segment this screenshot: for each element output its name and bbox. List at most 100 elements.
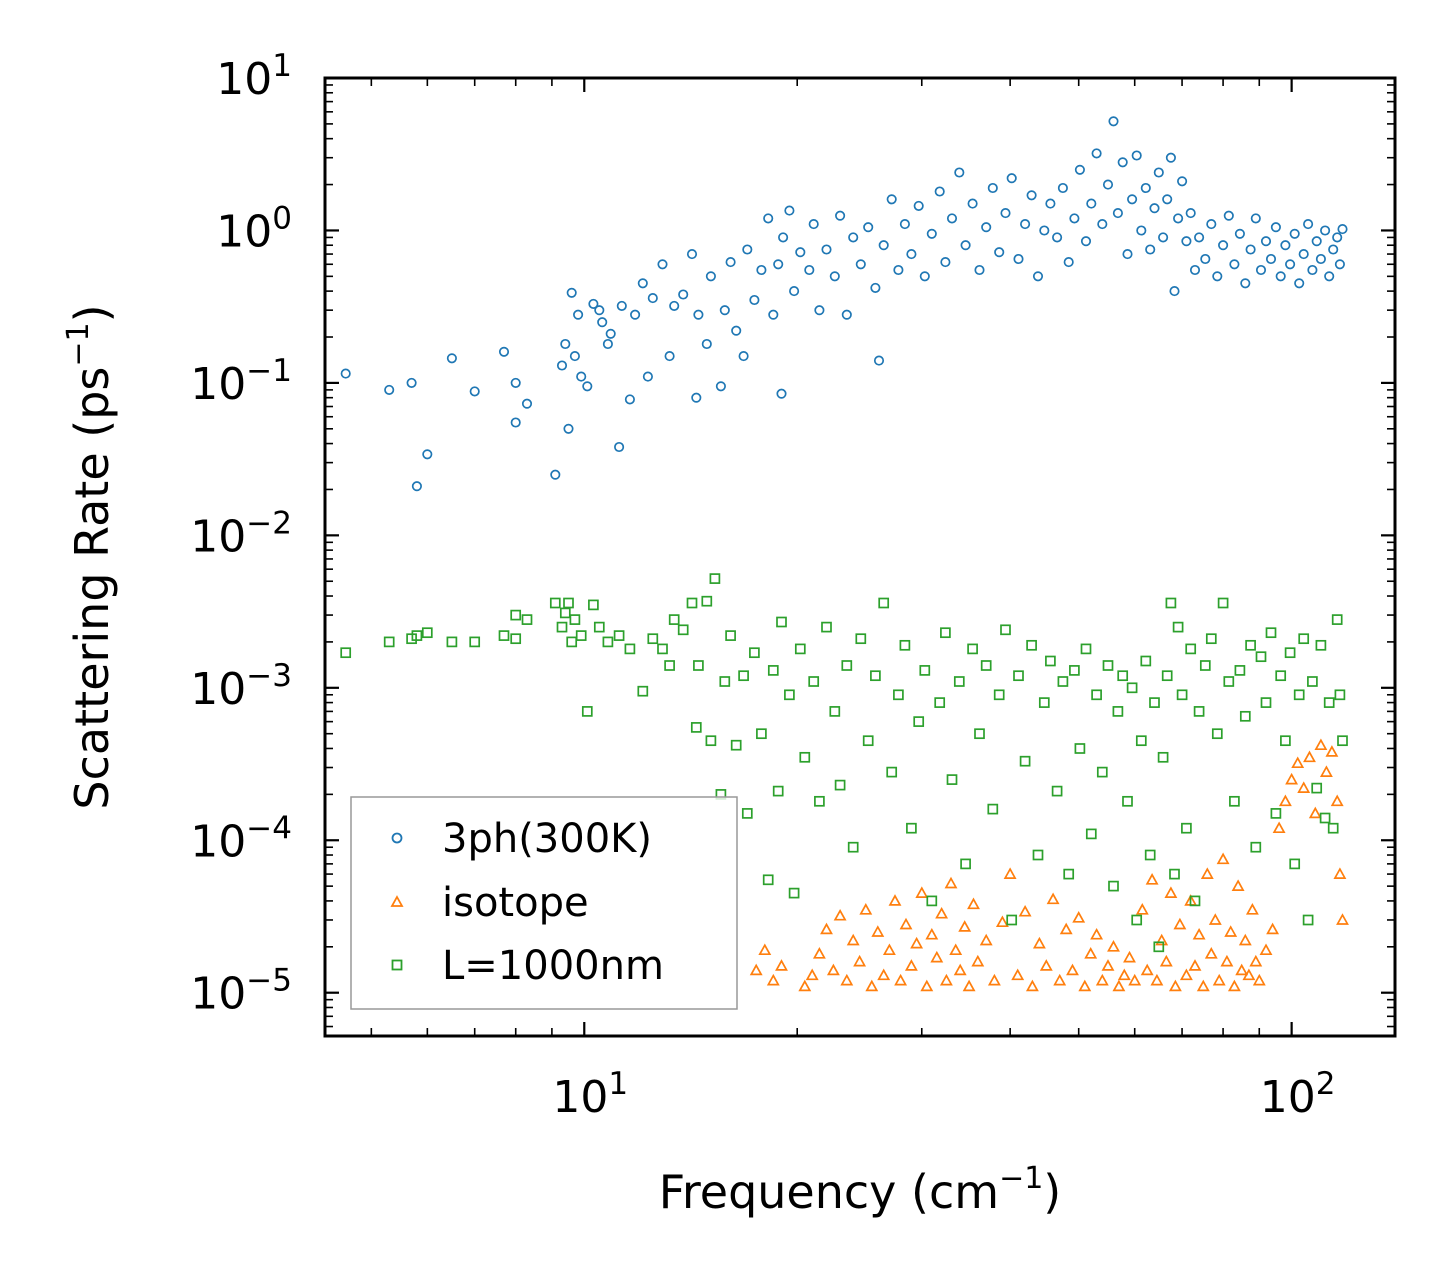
data-point bbox=[1319, 812, 1331, 824]
data-point bbox=[1206, 219, 1217, 230]
data-point bbox=[719, 305, 730, 316]
data-point bbox=[862, 735, 874, 747]
data-point bbox=[840, 973, 854, 986]
data-point bbox=[808, 219, 819, 230]
legend-marker-isotope bbox=[390, 895, 404, 907]
data-point bbox=[993, 689, 1005, 701]
data-point bbox=[1069, 213, 1080, 224]
data-point bbox=[1078, 979, 1092, 992]
data-point bbox=[1095, 973, 1109, 986]
data-point bbox=[705, 271, 716, 282]
data-point bbox=[1045, 655, 1056, 667]
data-point bbox=[1161, 670, 1173, 682]
data-point bbox=[829, 271, 840, 282]
data-point bbox=[1013, 253, 1024, 265]
data-point bbox=[624, 394, 635, 405]
data-point bbox=[1000, 624, 1011, 636]
data-point bbox=[899, 639, 911, 651]
data-point bbox=[1112, 706, 1124, 717]
data-point bbox=[664, 351, 675, 362]
data-point bbox=[834, 779, 846, 791]
data-point bbox=[925, 927, 939, 940]
legend: 3ph(300K) isotope L=1000nm bbox=[350, 796, 738, 1010]
data-point bbox=[1080, 643, 1092, 655]
data-point bbox=[1302, 914, 1314, 926]
data-point bbox=[1169, 868, 1180, 880]
data-point bbox=[1026, 190, 1037, 201]
data-point bbox=[1025, 979, 1039, 992]
data-point bbox=[1074, 743, 1086, 754]
data-point bbox=[642, 371, 653, 382]
data-point bbox=[725, 257, 736, 268]
data-point bbox=[893, 264, 904, 276]
data-point bbox=[865, 979, 879, 992]
data-point bbox=[855, 259, 866, 270]
data-point bbox=[1173, 917, 1187, 930]
data-point bbox=[1212, 973, 1226, 986]
data-point bbox=[1307, 676, 1318, 687]
data-point bbox=[1250, 213, 1261, 224]
data-point bbox=[1303, 750, 1316, 763]
data-point bbox=[1038, 697, 1050, 708]
data-point bbox=[576, 371, 587, 382]
data-point bbox=[1327, 822, 1339, 834]
data-point bbox=[719, 676, 731, 687]
x-axis-label: Frequency (cm−1) bbox=[659, 1161, 1062, 1219]
data-point bbox=[953, 676, 965, 687]
data-point bbox=[1149, 697, 1160, 708]
y-tick-label: 101 bbox=[216, 48, 292, 105]
legend-label-3ph: 3ph(300K) bbox=[442, 816, 652, 862]
data-point bbox=[894, 973, 908, 986]
legend-label-isotope: isotope bbox=[442, 880, 589, 926]
data-point bbox=[886, 194, 897, 205]
data-point bbox=[1188, 959, 1202, 971]
data-point bbox=[1231, 879, 1245, 891]
data-point bbox=[1311, 236, 1322, 247]
data-point bbox=[870, 282, 881, 293]
data-point bbox=[1032, 936, 1046, 949]
data-point bbox=[549, 597, 561, 609]
data-point bbox=[668, 614, 680, 625]
data-point bbox=[1280, 735, 1291, 747]
data-point bbox=[1144, 849, 1156, 861]
data-point bbox=[1112, 979, 1126, 992]
data-point bbox=[1000, 208, 1011, 219]
data-point bbox=[805, 968, 819, 981]
data-point bbox=[1032, 849, 1044, 861]
data-point bbox=[605, 328, 616, 339]
data-point bbox=[1314, 738, 1328, 751]
data-point bbox=[1168, 979, 1182, 992]
data-point bbox=[616, 300, 627, 311]
data-point bbox=[930, 950, 944, 963]
data-point bbox=[1234, 665, 1246, 676]
data-point bbox=[967, 897, 980, 910]
data-point bbox=[1275, 271, 1286, 282]
data-point bbox=[422, 449, 433, 460]
data-point bbox=[788, 887, 800, 899]
data-point bbox=[1131, 914, 1143, 926]
data-point bbox=[1249, 954, 1263, 967]
data-point bbox=[521, 398, 533, 409]
data-point bbox=[1185, 643, 1197, 655]
data-point bbox=[756, 264, 767, 276]
data-point bbox=[613, 630, 625, 641]
data-point bbox=[1057, 182, 1068, 194]
y-tick-label: 10−5 bbox=[190, 963, 292, 1020]
data-point bbox=[730, 739, 742, 751]
data-point bbox=[1102, 660, 1114, 671]
data-point bbox=[1270, 808, 1282, 819]
data-point bbox=[1223, 676, 1235, 687]
data-point bbox=[1334, 689, 1346, 701]
data-point bbox=[814, 305, 825, 316]
data-point bbox=[677, 624, 689, 636]
data-point bbox=[1107, 940, 1120, 952]
data-point bbox=[919, 665, 931, 676]
data-point bbox=[1085, 828, 1097, 840]
data-point bbox=[597, 317, 608, 328]
data-point bbox=[1176, 689, 1188, 701]
data-point bbox=[1157, 751, 1169, 763]
data-point bbox=[773, 259, 784, 270]
data-point bbox=[847, 841, 859, 853]
data-point bbox=[686, 597, 698, 609]
data-point bbox=[904, 959, 918, 971]
